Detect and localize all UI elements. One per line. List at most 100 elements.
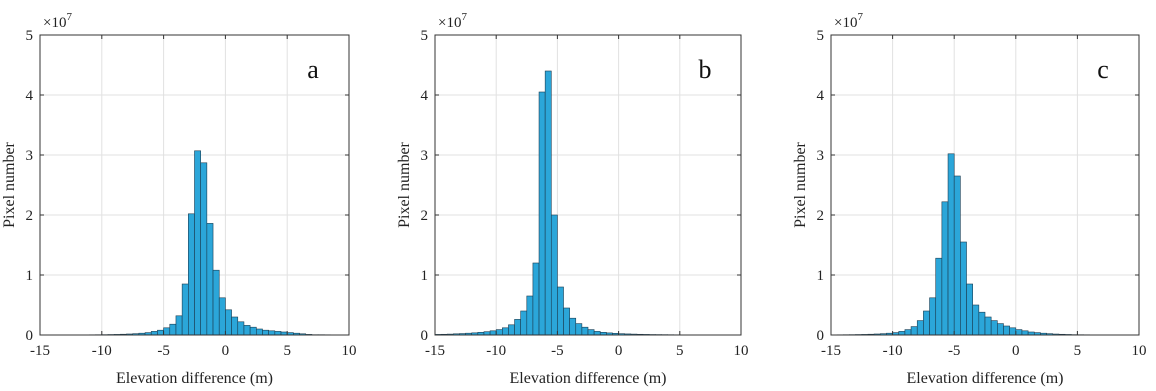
histogram-panel-a: -15 -10 -5 0 5 10 0 1 2 3 4 5 ×107 Elevation differen… [1,11,357,387]
histogram-bar [923,310,930,336]
y-tick-label: 1 [817,268,825,284]
histogram-bar [575,323,583,336]
x-tick-label: -5 [551,343,564,359]
histogram-bar [593,331,601,336]
histogram-bar [502,327,509,336]
exponent-base: ×10 [43,15,66,31]
plot-area [831,35,1139,335]
x-tick-label: -15 [821,343,841,359]
histogram-bar [255,328,263,336]
y-exponent-label: ×107 [438,11,467,31]
y-tick-label: 4 [421,88,429,104]
histogram-bar [262,329,269,336]
exponent-base: ×10 [834,15,857,31]
histogram-bar [1021,330,1029,336]
histogram-bar [231,316,239,336]
x-tick-label: 5 [283,343,291,359]
x-tick-label: -5 [948,343,961,359]
histogram-bar [910,326,918,336]
histogram-bar [526,295,534,336]
histogram-bar [225,309,232,336]
histogram-bar [544,70,552,336]
x-axis-label: Elevation difference (m) [907,370,1064,387]
histogram-bar [960,241,967,336]
x-tick-label: 0 [615,343,623,359]
x-tick-label: -10 [883,343,903,359]
panel-letter: a [307,55,319,84]
histogram-bar [550,214,558,336]
y-tick-label: 1 [421,268,429,284]
histogram-panel-c: -15 -10 -5 0 5 10 0 1 2 3 4 5 ×107 Elevation differen… [792,11,1147,387]
histogram-bar [520,310,528,336]
histogram-bar [953,175,961,336]
histogram-bar [978,311,986,336]
histogram-bar [966,283,973,336]
plot-frame [39,34,350,336]
histogram-bar [581,326,589,336]
histogram-bar [1003,325,1010,336]
y-tick-label: 5 [26,28,34,44]
y-tick-label: 2 [26,208,34,224]
histogram-bar [249,326,257,336]
y-tick-label: 4 [26,88,34,104]
histogram-bar [188,213,195,336]
histogram-bar [274,331,282,336]
histogram-bar [489,330,497,336]
histogram-bar [268,330,276,336]
x-tick-label: 0 [222,343,230,359]
plot-frame [830,34,1140,336]
x-tick-label: 5 [1074,343,1082,359]
histogram-bar [200,162,208,336]
histogram-bar [569,317,577,336]
plot-frame [434,34,742,336]
histogram-bar [157,329,164,336]
histogram-bar [587,329,595,336]
exponent-base: ×10 [438,15,461,31]
histogram-bar [181,283,189,336]
x-axis-label: Elevation difference (m) [116,370,273,387]
histogram-bar [508,324,515,336]
y-axis-label: Pixel number [1,141,18,227]
panel-letter: b [699,55,712,84]
histogram-bar [941,201,949,336]
y-tick-label: 2 [817,208,825,224]
histogram-bar [206,223,214,336]
histogram-bar [898,331,906,336]
histogram-bar [237,321,245,336]
histogram-bar [243,325,251,336]
histogram-bar [150,331,158,336]
histogram-bar [212,269,220,336]
histogram-bar [163,327,171,336]
exponent-power: 7 [461,11,467,23]
x-tick-label: 0 [1012,343,1020,359]
histogram-bar [194,150,201,336]
histogram-bar [538,91,546,336]
histogram-bar [904,329,912,336]
y-tick-label: 0 [817,328,825,344]
histogram-bar [929,297,937,336]
histogram-bar [514,319,521,336]
y-tick-label: 3 [817,148,825,164]
histogram-bar [169,323,177,336]
histogram-bar [218,297,226,336]
histogram-bar [1015,329,1023,336]
y-tick-label: 4 [817,88,825,104]
histogram-bar [495,329,503,336]
y-tick-label: 1 [26,268,34,284]
y-tick-label: 5 [817,28,825,44]
x-tick-label: -10 [92,343,112,359]
histogram-bar [984,316,992,336]
y-exponent-label: ×107 [834,11,863,31]
x-tick-label: -10 [486,343,506,359]
x-tick-label: 10 [342,343,357,359]
histogram-bar [563,307,570,336]
histogram-bar [557,286,564,336]
y-tick-label: 2 [421,208,429,224]
y-axis-label: Pixel number [396,141,413,227]
y-tick-label: 3 [421,148,429,164]
exponent-power: 7 [66,11,72,23]
y-tick-label: 3 [26,148,34,164]
exponent-power: 7 [857,11,863,23]
histogram-bar [990,320,998,336]
